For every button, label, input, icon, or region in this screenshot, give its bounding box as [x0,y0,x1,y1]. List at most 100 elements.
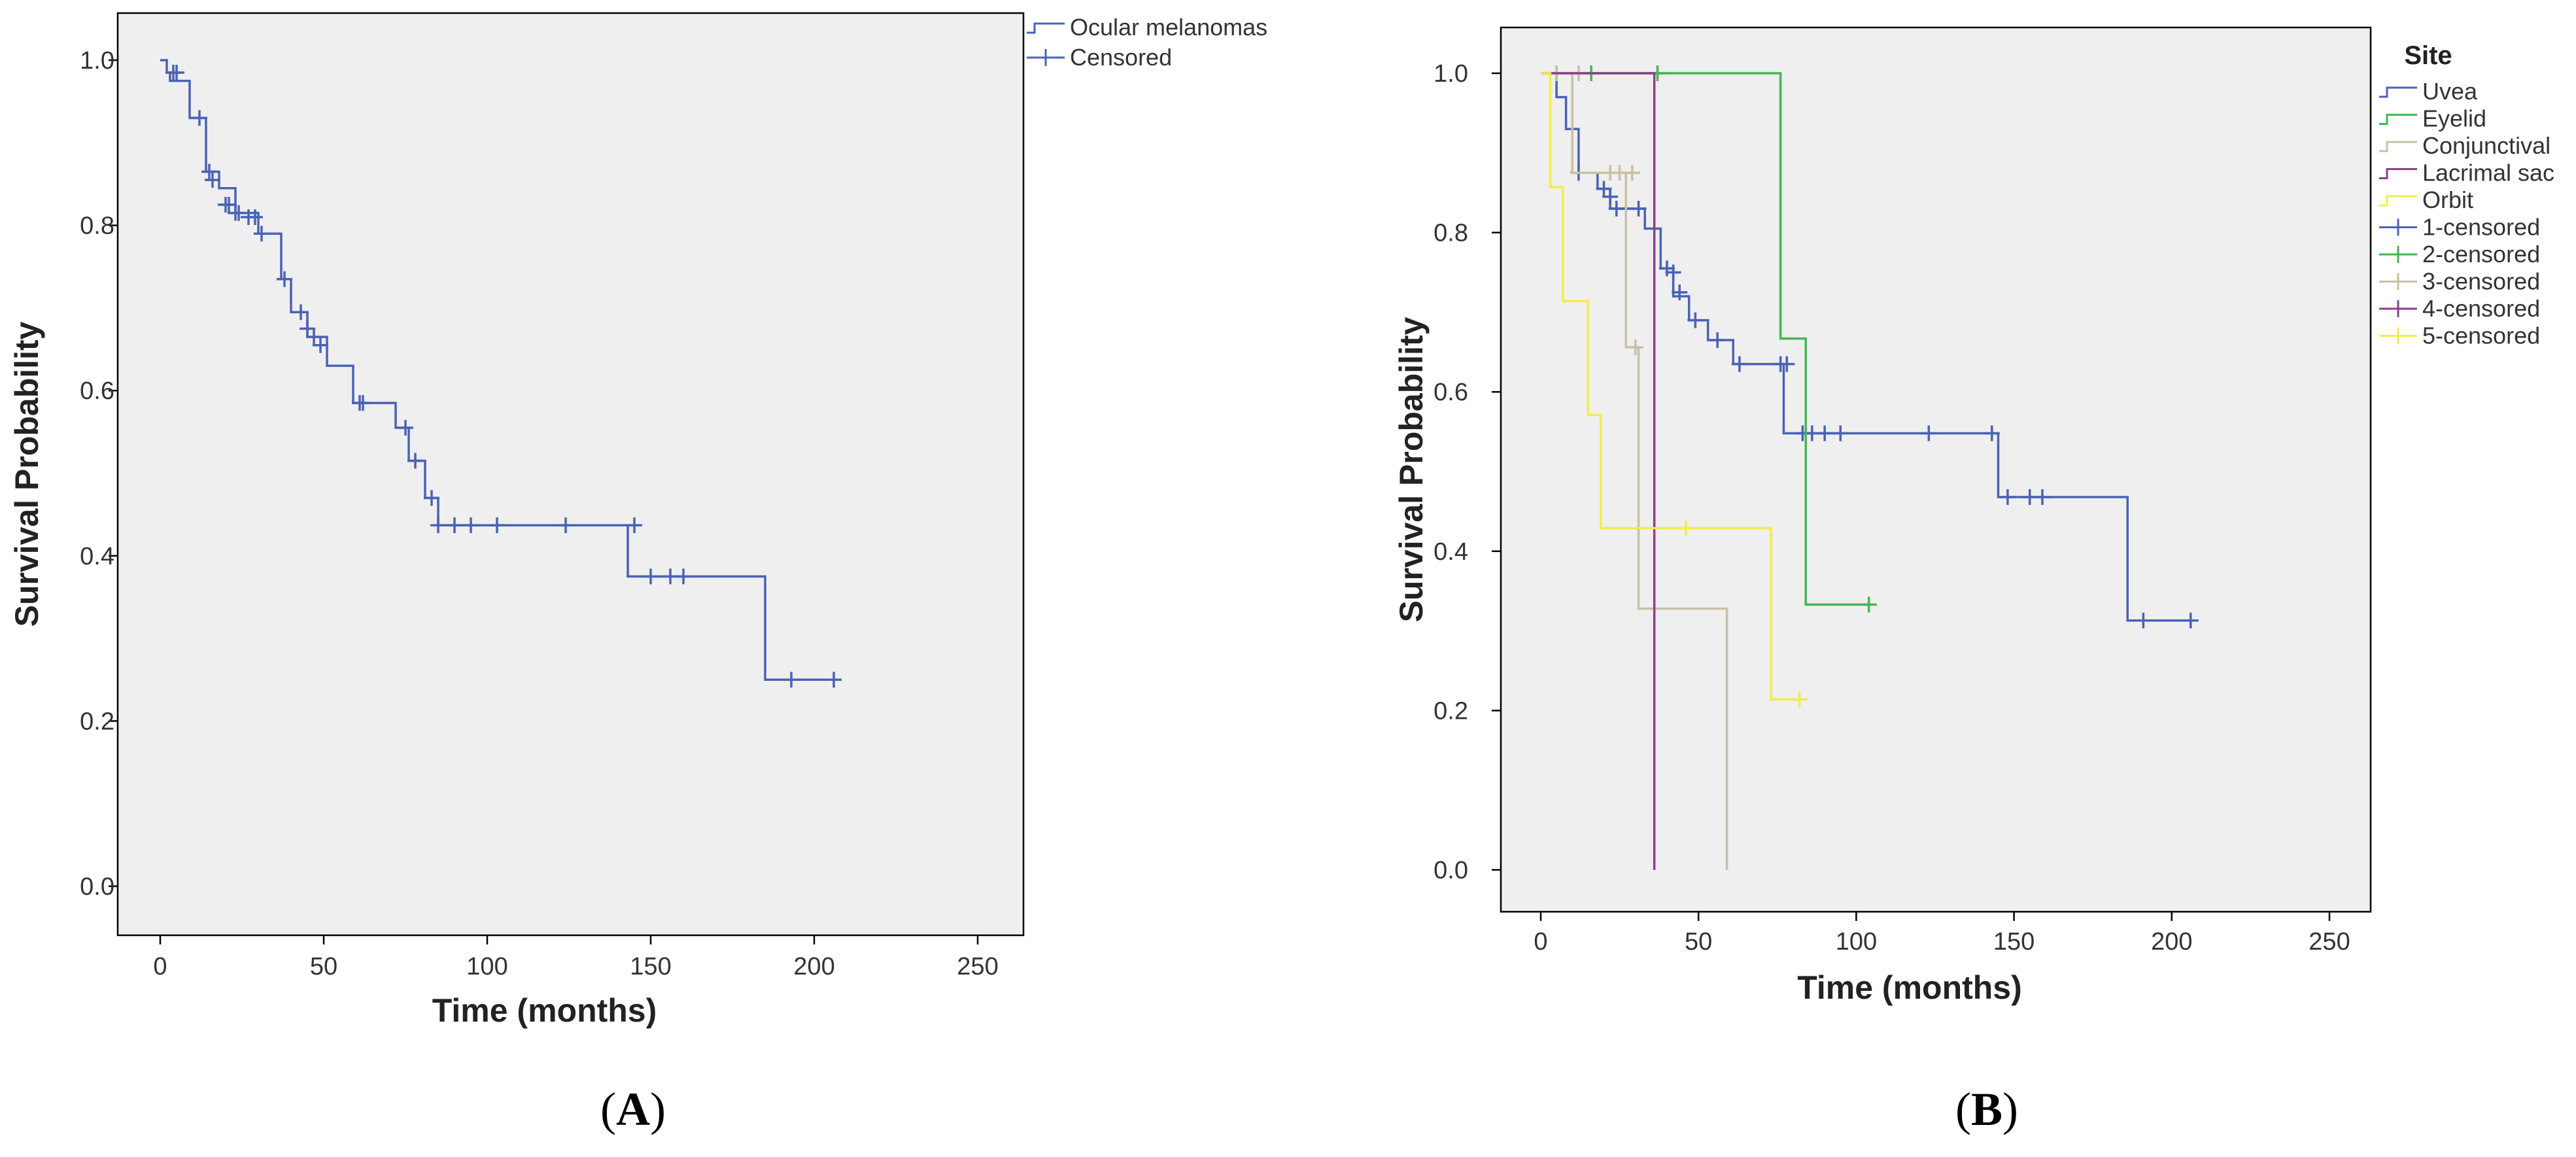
legend-label: Uvea [2422,78,2478,105]
censor-mark [1630,201,1647,217]
panel-label-a-text: A [615,1083,650,1135]
censor-mark [306,329,322,345]
legend-label: Eyelid [2422,105,2486,132]
censor-mark [463,517,479,534]
legend-label: 4-censored [2422,295,2540,322]
censor-mark [447,517,462,534]
y-tick-label: 0.4 [1434,538,1468,566]
y-axis-label: Survival Probability [9,321,45,627]
panel-label-b-text: B [1970,1083,2003,1135]
censor-mark [1624,165,1640,181]
censor-mark [424,490,439,506]
censor-mark [1627,339,1643,355]
y-tick-label: 1.0 [1434,60,1468,88]
censor-mark [293,304,309,320]
legend-label: 3-censored [2422,268,2540,295]
x-axis-label: Time (months) [432,992,657,1029]
y-tick-label: 1.0 [80,47,114,75]
y-tick-label: 0.2 [80,708,114,735]
censor-mark [489,517,505,534]
legend-label: Ocular melanomas [1070,14,1267,41]
censor-mark [1832,425,1849,441]
legend-cross-swatch [2379,273,2417,290]
legend-label: Lacrimal sac [2422,160,2554,186]
censor-mark [2182,612,2199,629]
censor-mark [643,568,659,585]
censor-mark [277,271,292,287]
legend-label: 1-censored [2422,214,2540,241]
censor-mark [1921,425,1937,441]
x-tick-label: 100 [1836,928,1877,956]
censor-mark [1602,188,1619,205]
x-axis-label: Time (months) [1797,969,2022,1006]
censor-mark [1731,356,1747,372]
legend-line-swatch [2379,195,2417,207]
censor-mark [169,64,184,80]
censor-mark [254,226,269,242]
x-tick-label: 250 [957,953,998,980]
censor-mark [1709,332,1726,349]
legend-line-swatch [1027,22,1065,34]
censor-mark [783,672,799,688]
legend-cross-swatch [2379,300,2417,317]
censor-mark [627,517,642,534]
legend-label: 2-censored [2422,241,2540,268]
x-tick-label: 200 [2151,928,2192,956]
censor-mark [205,172,220,188]
censor-mark [1672,284,1688,300]
censor-mark [1665,264,1681,281]
y-axis-label: Survival Probability [1393,317,1430,622]
censor-mark [300,320,315,337]
legend-title: Site [2404,41,2452,70]
censor-mark [407,453,423,469]
legend-cross-swatch [2379,327,2417,345]
y-tick-label: 0.6 [80,377,114,405]
km-curve-eyelid [1541,72,1869,606]
plot-area [1500,26,2372,913]
censor-mark [231,205,247,221]
legend-line-swatch [2379,114,2417,125]
x-tick-label: 0 [1534,928,1547,956]
censor-mark [355,395,371,411]
censor-mark [1677,520,1694,536]
legend-line-swatch [2379,86,2417,98]
censor-mark [398,420,413,436]
y-tick-label: 0.0 [80,873,114,901]
panel-label-b: (B) [1955,1083,2018,1135]
legend-cross-swatch [2379,246,2417,263]
censor-mark [1791,691,1808,708]
censor-mark [430,517,446,534]
km-curve-conjunctival [1541,72,1728,870]
x-tick-label: 200 [793,953,834,980]
censor-mark [313,337,328,353]
censor-mark [221,197,237,213]
censor-mark [2035,489,2051,505]
x-tick-label: 100 [466,953,507,980]
y-tick-label: 0.4 [80,543,114,570]
censor-mark [826,672,842,688]
y-tick-label: 0.8 [80,213,114,240]
legend-line-swatch [2379,141,2417,152]
censor-mark [1817,425,1833,441]
x-tick-label: 150 [1993,928,2035,956]
censor-mark [2135,612,2152,629]
chart-a: 0 50 100 150 200 250 0.0 0.2 0.4 0.6 0.8 1.0 Time (m… [9,12,1267,1029]
censor-mark [201,164,217,180]
legend-line-swatch [2379,168,2417,179]
y-tick-label: 0.8 [1434,220,1468,247]
censor-mark [1984,425,2000,441]
chart-b: 0 50 100 150 200 250 0.0 0.2 0.4 0.6 0.8 1.0 Time (m… [1393,26,2554,1006]
plot-area [116,12,1025,937]
censor-mark [192,110,207,126]
legend-label: Orbit [2422,186,2473,213]
censor-mark [1999,489,2016,505]
censor-mark [676,568,691,585]
km-curve-orbit [1541,72,1800,701]
legend-label: Conjunctival [2422,132,2550,159]
x-tick-label: 50 [310,953,337,980]
legend-label: 5-censored [2422,322,2540,349]
y-tick-label: 0.2 [1434,697,1468,725]
x-tick-label: 50 [1685,928,1712,956]
censor-mark [1861,596,1877,613]
